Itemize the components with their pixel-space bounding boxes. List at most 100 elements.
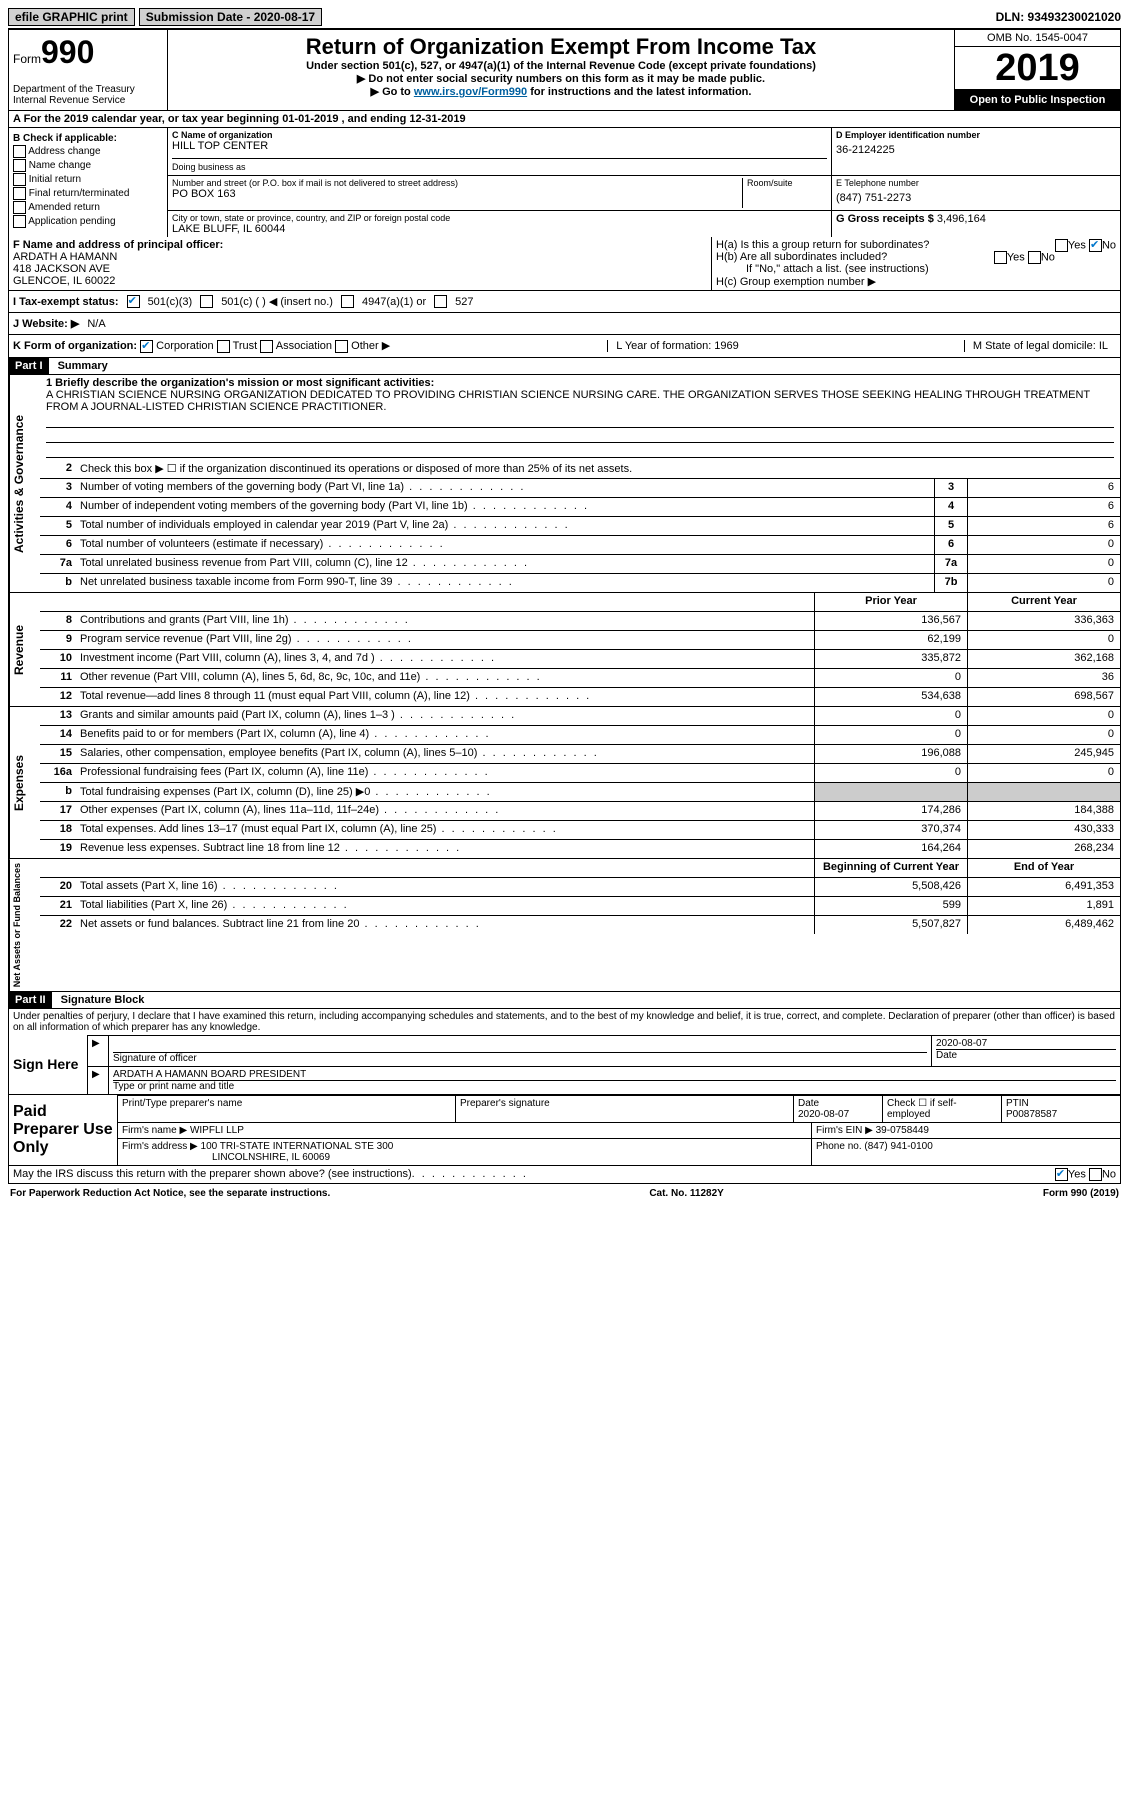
f-label: F Name and address of principal officer: [13, 239, 707, 251]
subtitle-1: Under section 501(c), 527, or 4947(a)(1)… [176, 60, 946, 72]
line-19: 19 Revenue less expenses. Subtract line … [40, 840, 1120, 858]
part1-net: Net Assets or Fund Balances Beginning of… [8, 859, 1121, 992]
line-17: 17 Other expenses (Part IX, column (A), … [40, 802, 1120, 821]
line-10: 10 Investment income (Part VIII, column … [40, 650, 1120, 669]
gross-value: 3,496,164 [937, 213, 986, 225]
gross-label: G Gross receipts $ [836, 213, 934, 225]
cb-initial: Initial return [13, 173, 163, 186]
line-11: 11 Other revenue (Part VIII, column (A),… [40, 669, 1120, 688]
dba-label: Doing business as [172, 162, 246, 172]
q2: 2 Check this box ▶ ☐ if the organization… [40, 460, 1120, 479]
line-22: 22 Net assets or fund balances. Subtract… [40, 916, 1120, 934]
h-a: H(a) Is this a group return for subordin… [716, 239, 1116, 251]
submission-date-button[interactable]: Submission Date - 2020-08-17 [139, 8, 322, 26]
prep-name-label: Print/Type preparer's name [118, 1096, 456, 1122]
ein-label: D Employer identification number [836, 130, 1116, 140]
cb-address: Address change [13, 145, 163, 158]
part1-bar: Part I Summary [8, 358, 1121, 375]
page-footer: For Paperwork Reduction Act Notice, see … [8, 1184, 1121, 1203]
tab-netassets: Net Assets or Fund Balances [9, 859, 40, 991]
firm-phone: (847) 941-0100 [864, 1141, 932, 1152]
sig-officer-label: Signature of officer [113, 1053, 197, 1064]
line-20: 20 Total assets (Part X, line 16) 5,508,… [40, 878, 1120, 897]
gov-line-5: 5 Total number of individuals employed i… [40, 517, 1120, 536]
section-bcde: B Check if applicable: Address change Na… [8, 128, 1121, 237]
city-value: LAKE BLUFF, IL 60044 [172, 223, 827, 235]
h-c: H(c) Group exemption number ▶ [716, 275, 1116, 288]
tab-governance: Activities & Governance [9, 375, 40, 592]
cb-final: Final return/terminated [13, 187, 163, 200]
section-fh: F Name and address of principal officer:… [8, 237, 1121, 291]
state-domicile: M State of legal domicile: IL [964, 340, 1116, 352]
sig-date: 2020-08-07 [936, 1038, 1116, 1049]
ein-value: 36-2124225 [836, 140, 1116, 160]
phone-label: E Telephone number [836, 178, 1116, 188]
row-k: K Form of organization: Corporation Trus… [8, 335, 1121, 358]
firm-ein: 39-0758449 [876, 1125, 929, 1136]
top-bar: efile GRAPHIC print Submission Date - 20… [8, 8, 1121, 30]
col-b: B Check if applicable: Address change Na… [9, 128, 168, 237]
year-formation: L Year of formation: 1969 [607, 340, 747, 352]
declaration-text: Under penalties of perjury, I declare th… [9, 1009, 1120, 1035]
line-12: 12 Total revenue—add lines 8 through 11 … [40, 688, 1120, 706]
street-value: PO BOX 163 [172, 188, 742, 200]
rev-header: Prior Year Current Year [40, 593, 1120, 612]
line-18: 18 Total expenses. Add lines 13–17 (must… [40, 821, 1120, 840]
part2-bar: Part II Signature Block [8, 992, 1121, 1009]
part1-rev: Revenue Prior Year Current Year 8 Contri… [8, 593, 1121, 707]
row-a: A For the 2019 calendar year, or tax yea… [8, 111, 1121, 128]
gov-line-3: 3 Number of voting members of the govern… [40, 479, 1120, 498]
gov-line-7a: 7a Total unrelated business revenue from… [40, 555, 1120, 574]
phone-value: (847) 751-2273 [836, 188, 1116, 208]
part1-exp: Expenses 13 Grants and similar amounts p… [8, 707, 1121, 859]
net-header: Beginning of Current Year End of Year [40, 859, 1120, 878]
cb-pending: Application pending [13, 215, 163, 228]
tax-year: 2019 [955, 47, 1120, 90]
line-13: 13 Grants and similar amounts paid (Part… [40, 707, 1120, 726]
q1-block: 1 Briefly describe the organization's mi… [40, 375, 1120, 460]
check-self: Check ☐ if self-employed [883, 1096, 1002, 1122]
row-i: I Tax-exempt status: 501(c)(3) 501(c) ( … [8, 291, 1121, 313]
form-number: Form990 [13, 34, 163, 71]
omb-number: OMB No. 1545-0047 [955, 30, 1120, 47]
paid-preparer-label: Paid Preparer Use Only [9, 1095, 118, 1165]
officer-name: ARDATH A HAMANN [13, 251, 707, 263]
line-8: 8 Contributions and grants (Part VIII, l… [40, 612, 1120, 631]
discuss-row: May the IRS discuss this return with the… [9, 1165, 1120, 1183]
cb-name: Name change [13, 159, 163, 172]
room-label: Room/suite [747, 178, 827, 188]
officer-addr2: GLENCOE, IL 60022 [13, 275, 707, 287]
gov-line-6: 6 Total number of volunteers (estimate i… [40, 536, 1120, 555]
officer-printed-name: ARDATH A HAMANN BOARD PRESIDENT [113, 1069, 1116, 1081]
part1-gov: Activities & Governance 1 Briefly descri… [8, 375, 1121, 593]
efile-button[interactable]: efile GRAPHIC print [8, 8, 135, 26]
subtitle-3: ▶ Go to www.irs.gov/Form990 for instruct… [176, 85, 946, 98]
signature-block: Under penalties of perjury, I declare th… [8, 1009, 1121, 1184]
line-15: 15 Salaries, other compensation, employe… [40, 745, 1120, 764]
gov-line-4: 4 Number of independent voting members o… [40, 498, 1120, 517]
firm-addr1: 100 TRI-STATE INTERNATIONAL STE 300 [201, 1141, 394, 1152]
firm-name: WIPFLI LLP [190, 1125, 244, 1136]
line-9: 9 Program service revenue (Part VIII, li… [40, 631, 1120, 650]
irs-link[interactable]: www.irs.gov/Form990 [414, 86, 527, 98]
line-14: 14 Benefits paid to or for members (Part… [40, 726, 1120, 745]
dept-label: Department of the Treasury Internal Reve… [13, 84, 163, 106]
form-title: Return of Organization Exempt From Incom… [176, 34, 946, 60]
line-16a: 16a Professional fundraising fees (Part … [40, 764, 1120, 783]
dln-label: DLN: 93493230021020 [996, 10, 1121, 24]
tab-revenue: Revenue [9, 593, 40, 706]
prep-sig-label: Preparer's signature [456, 1096, 794, 1122]
cb-amended: Amended return [13, 201, 163, 214]
line-b: b Total fundraising expenses (Part IX, c… [40, 783, 1120, 802]
row-j: J Website: ▶ N/A [8, 313, 1121, 335]
ptin-value: P00878587 [1006, 1109, 1057, 1120]
gov-line-b: b Net unrelated business taxable income … [40, 574, 1120, 592]
line-21: 21 Total liabilities (Part X, line 26) 5… [40, 897, 1120, 916]
officer-addr1: 418 JACKSON AVE [13, 263, 707, 275]
form-header: Form990 Department of the Treasury Inter… [8, 30, 1121, 111]
tab-expenses: Expenses [9, 707, 40, 858]
mission-text: A CHRISTIAN SCIENCE NURSING ORGANIZATION… [46, 389, 1114, 413]
c-name-label: C Name of organization [172, 130, 827, 140]
street-label: Number and street (or P.O. box if mail i… [172, 178, 742, 188]
h-b-note: If "No," attach a list. (see instruction… [716, 263, 1116, 275]
